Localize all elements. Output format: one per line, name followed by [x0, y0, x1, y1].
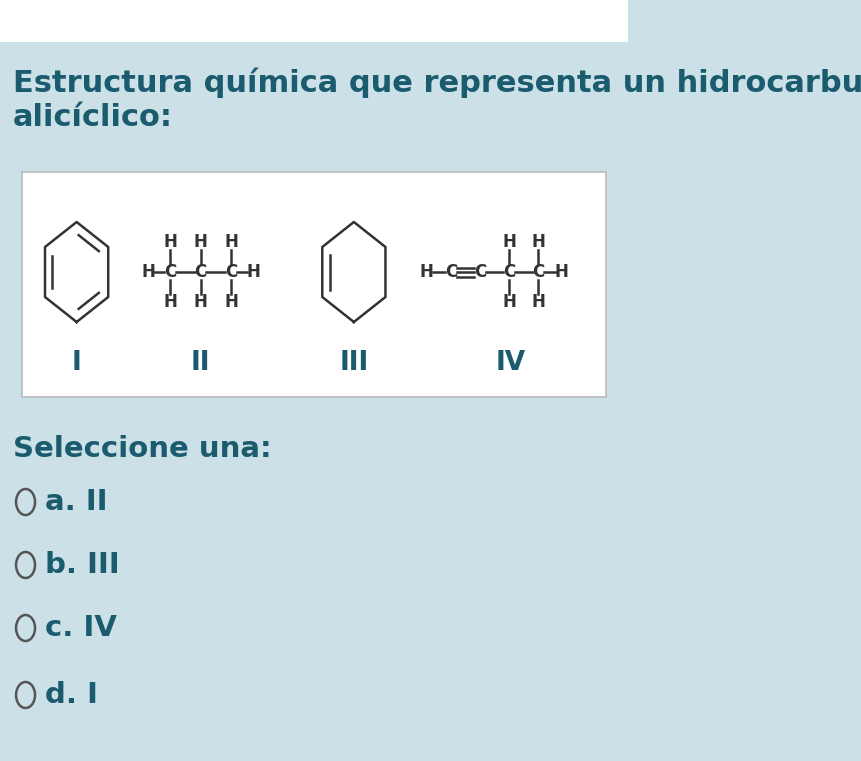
Text: H: H: [246, 263, 260, 281]
Text: H: H: [194, 233, 208, 251]
FancyBboxPatch shape: [22, 172, 605, 397]
Text: C: C: [474, 263, 486, 281]
Text: H: H: [502, 293, 517, 311]
Text: H: H: [225, 233, 238, 251]
Text: C: C: [532, 263, 544, 281]
Text: C: C: [503, 263, 516, 281]
Text: H: H: [225, 293, 238, 311]
Bar: [0, 0, 629, 42]
Text: H: H: [163, 293, 177, 311]
Text: c. IV: c. IV: [46, 614, 117, 642]
Text: b. III: b. III: [46, 551, 120, 579]
Text: H: H: [554, 263, 569, 281]
Text: IV: IV: [496, 350, 526, 376]
Text: H: H: [531, 233, 545, 251]
Text: H: H: [531, 293, 545, 311]
Text: H: H: [163, 233, 177, 251]
Text: Estructura química que representa un hidrocarburo
alicíclico:: Estructura química que representa un hid…: [13, 68, 861, 132]
Text: III: III: [339, 350, 369, 376]
Text: C: C: [445, 263, 457, 281]
Text: C: C: [164, 263, 177, 281]
Text: II: II: [191, 350, 210, 376]
Text: H: H: [194, 293, 208, 311]
Text: d. I: d. I: [46, 681, 98, 709]
Text: a. II: a. II: [46, 488, 108, 516]
Text: H: H: [502, 233, 517, 251]
Text: H: H: [420, 263, 434, 281]
Text: Seleccione una:: Seleccione una:: [13, 435, 272, 463]
Text: I: I: [71, 350, 82, 376]
Text: C: C: [195, 263, 207, 281]
Text: C: C: [226, 263, 238, 281]
Text: H: H: [141, 263, 155, 281]
